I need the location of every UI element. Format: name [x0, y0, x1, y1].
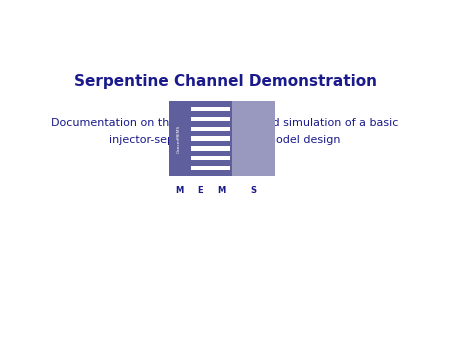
FancyBboxPatch shape	[191, 117, 230, 121]
FancyBboxPatch shape	[191, 137, 230, 141]
FancyBboxPatch shape	[191, 127, 230, 131]
Text: CancerMEMS: CancerMEMS	[177, 124, 181, 153]
FancyBboxPatch shape	[191, 166, 230, 170]
Text: injector-separation channel model design: injector-separation channel model design	[109, 135, 341, 145]
FancyBboxPatch shape	[169, 101, 189, 176]
Text: E: E	[197, 186, 202, 195]
FancyBboxPatch shape	[191, 156, 230, 161]
FancyBboxPatch shape	[191, 146, 230, 150]
Text: S: S	[250, 186, 256, 195]
Text: M: M	[217, 186, 225, 195]
FancyBboxPatch shape	[191, 107, 230, 111]
Text: Documentation on the setup, design and simulation of a basic: Documentation on the setup, design and s…	[51, 118, 399, 128]
Text: M: M	[175, 186, 183, 195]
FancyBboxPatch shape	[189, 101, 232, 176]
FancyBboxPatch shape	[232, 101, 274, 176]
Text: Serpentine Channel Demonstration: Serpentine Channel Demonstration	[73, 74, 377, 89]
